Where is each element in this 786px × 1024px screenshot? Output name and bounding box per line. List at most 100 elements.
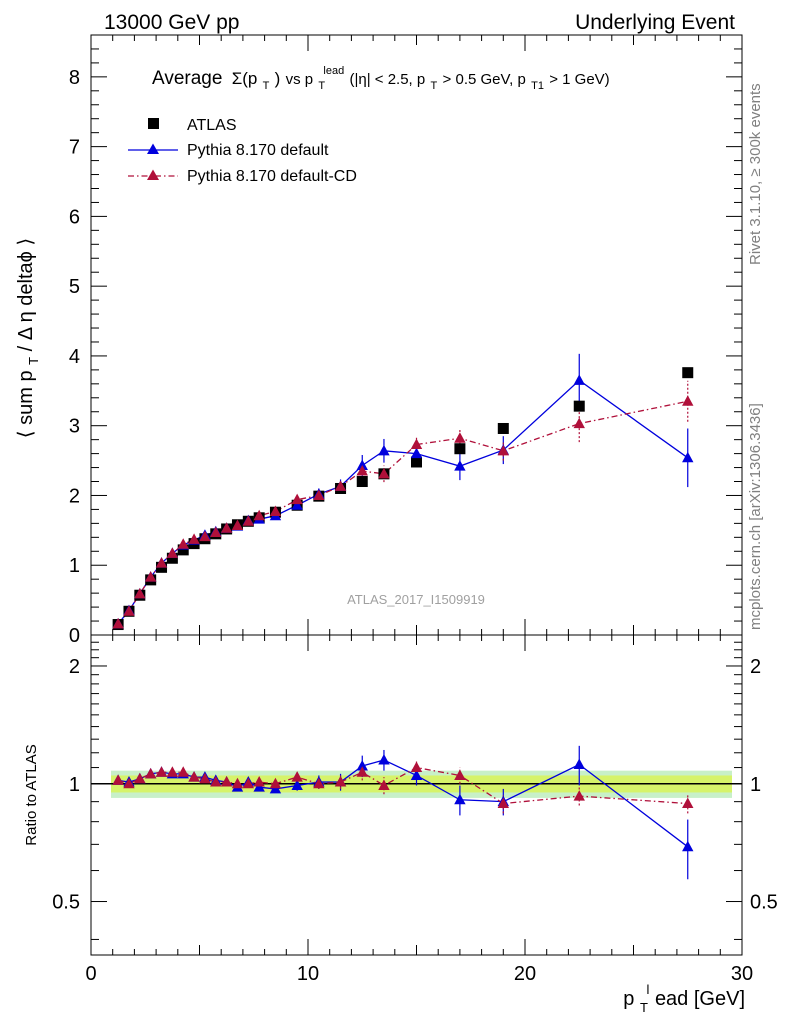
xlabel-sup: l: [646, 982, 649, 997]
legend-marker-cd: [147, 169, 159, 180]
ratio-marker-cd: [454, 769, 466, 780]
title-sigma-sub: T: [263, 80, 270, 92]
marker-cd: [144, 571, 157, 582]
ratio-marker-default: [682, 840, 694, 852]
marker-cd: [231, 519, 244, 530]
legend-label-cd: Pythia 8.170 default-CD: [187, 168, 357, 185]
header-left: 13000 GeV pp: [104, 11, 239, 34]
ratio-marker-default: [573, 758, 585, 769]
ratio-marker-cd: [188, 771, 200, 782]
x-tick-label: 10: [297, 963, 319, 985]
ratio-marker-cd: [112, 774, 124, 785]
main-y-tick-label: 5: [69, 276, 80, 298]
ratio-marker-cd: [134, 772, 146, 784]
ratio-marker-cd: [210, 776, 222, 787]
marker-atlas: [356, 476, 368, 488]
xlabel-a: p: [623, 988, 634, 1010]
title-cuts-sub1: T: [431, 80, 438, 92]
ratio-marker-cd: [291, 771, 303, 782]
ylabel-a: ⟨ sum p: [15, 370, 37, 438]
title-cuts-sub2: T1: [531, 80, 544, 92]
main-y-tick-label: 0: [69, 625, 80, 647]
marker-cd: [210, 526, 222, 537]
title-cuts-c: > 1 GeV): [549, 71, 609, 88]
ratio-plot-area: 0 10 20 30 0.5 0.5 1 1 2 2: [52, 635, 778, 985]
marker-cd: [253, 509, 265, 521]
marker-cd: [410, 438, 423, 450]
title-sigma: Σ(p: [232, 69, 258, 88]
ylabel-sub: T: [26, 357, 41, 365]
ratio-y-tick-label-right: 2: [750, 656, 761, 678]
ratio-marker-cd: [231, 777, 244, 789]
main-y-tick-label: 1: [69, 555, 80, 577]
legend-label-atlas: ATLAS: [187, 117, 237, 134]
ratio-marker-default: [454, 793, 466, 805]
ratio-marker-default: [378, 754, 390, 765]
title-cuts-a: (|η| < 2.5, p: [349, 71, 425, 88]
marker-cd: [166, 547, 179, 558]
marker-cd: [188, 533, 200, 544]
ratio-marker-cd: [334, 776, 347, 787]
marker-cd: [220, 522, 233, 533]
x-axis-label: p T l ead [GeV]: [623, 977, 745, 1017]
ratio-marker-cd: [199, 772, 211, 784]
marker-cd: [242, 515, 255, 526]
main-y-tick-label: 8: [69, 67, 80, 89]
x-tick-label: 0: [85, 963, 96, 985]
marker-default: [410, 447, 423, 459]
marker-default: [682, 451, 694, 463]
ratio-marker-cd: [356, 766, 368, 777]
marker-default: [291, 499, 303, 510]
marker-cd: [313, 489, 325, 500]
legend-label-default: Pythia 8.170 default: [187, 142, 329, 159]
ratio-marker-cd: [410, 761, 423, 773]
xlabel-sub: T: [640, 1000, 648, 1015]
ratio-marker-cd: [573, 790, 585, 801]
ratio-y-tick-label-right: 1: [750, 774, 761, 796]
ratio-marker-cd: [123, 777, 135, 789]
ratio-marker-default: [356, 760, 368, 771]
marker-cd: [573, 417, 585, 429]
title-vs: vs p: [286, 71, 314, 88]
marker-atlas: [177, 544, 189, 556]
marker-cd: [112, 617, 124, 629]
marker-cd: [291, 493, 303, 505]
ratio-y-tick-label: 1: [69, 774, 80, 796]
marker-atlas: [411, 456, 422, 468]
legend: ATLAS Pythia 8.170 default Pythia 8.170 …: [128, 117, 357, 185]
marker-cd: [682, 395, 694, 406]
mcplots-label: mcplots.cern.ch [arXiv:1306.3436]: [747, 403, 764, 630]
marker-atlas: [573, 400, 585, 412]
marker-cd: [199, 530, 211, 542]
marker-cd: [269, 505, 282, 517]
plot-title: Average Σ(p T ) vs p T lead (|η| < 2.5, …: [152, 58, 610, 94]
marker-cd: [497, 444, 509, 456]
rivet-label: Rivet 3.1.10, ≥ 300k events: [747, 83, 764, 265]
main-y-axis-label: ⟨ sum p T / Δ η deltaϕ ⟩: [15, 238, 43, 438]
legend-marker-atlas: [148, 118, 159, 129]
marker-cd: [378, 467, 390, 479]
main-y-tick-label: 4: [69, 346, 80, 368]
marker-atlas: [454, 443, 466, 455]
main-y-tick-label: 6: [69, 206, 80, 228]
ratio-y-axis-label: Ratio to ATLAS: [23, 744, 40, 845]
marker-atlas: [682, 367, 694, 379]
title-cuts-b: > 0.5 GeV, p: [443, 71, 526, 88]
ratio-marker-default: [291, 779, 303, 790]
x-tick-label: 30: [731, 963, 753, 985]
ratio-marker-cd: [144, 767, 157, 779]
ylabel-b: / Δ η deltaϕ ⟩: [15, 238, 37, 352]
ratio-y-tick-label: 0.5: [52, 892, 80, 914]
ratio-marker-cd: [497, 797, 509, 809]
title-vs-sub: T: [318, 80, 325, 92]
marker-default: [573, 374, 585, 385]
ratio-marker-cd: [155, 766, 168, 777]
marker-cd: [134, 587, 146, 599]
main-y-tick-label: 3: [69, 416, 80, 438]
marker-atlas: [497, 422, 509, 434]
main-plot-area: 0 1 2 3 4 5 6 7 8: [69, 35, 743, 647]
marker-cd: [334, 480, 347, 491]
main-y-tick-label: 2: [69, 485, 80, 507]
main-y-tick-label: 7: [69, 137, 80, 159]
marker-cd: [177, 538, 189, 549]
